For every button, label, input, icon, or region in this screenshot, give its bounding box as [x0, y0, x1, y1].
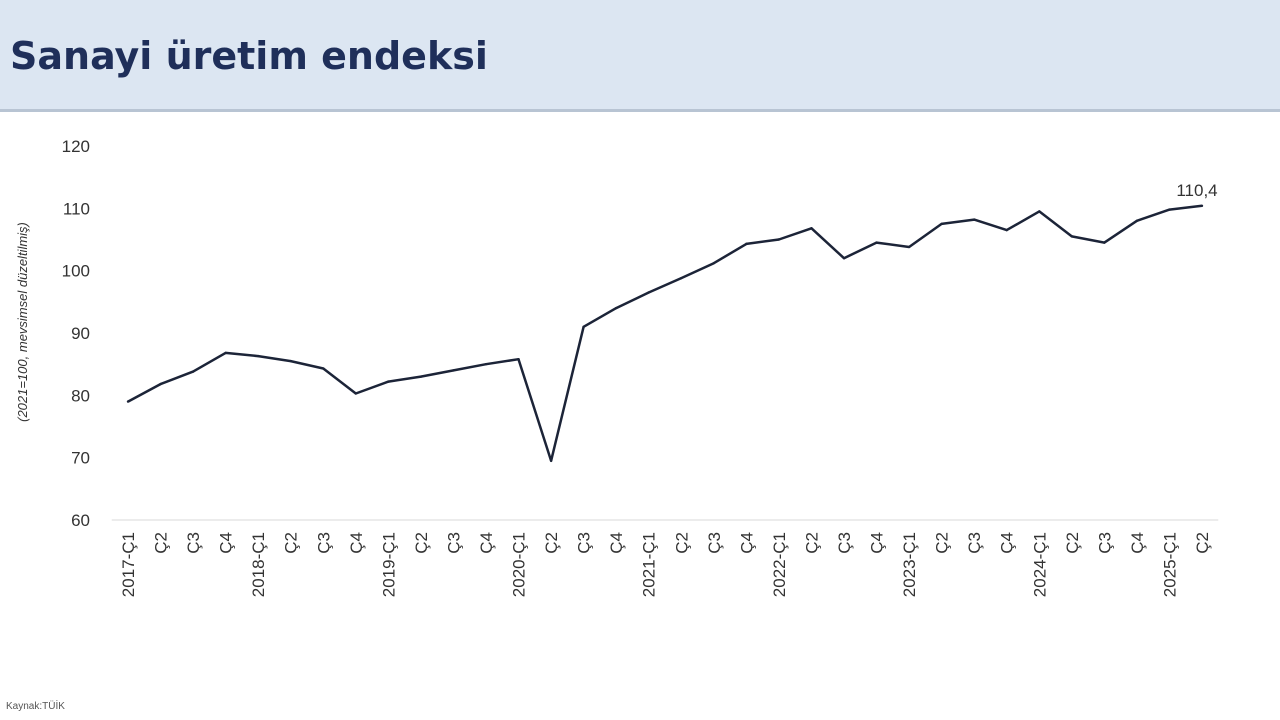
x-tick-label: Ç4 — [607, 532, 626, 554]
y-tick-label: 80 — [71, 386, 90, 405]
y-tick-label: 60 — [71, 511, 90, 530]
x-tick-label: Ç4 — [1128, 532, 1147, 554]
x-tick-label: Ç3 — [314, 532, 333, 554]
data-point — [419, 375, 423, 378]
x-tick-label: Ç2 — [802, 532, 821, 554]
x-tick-label: Ç3 — [444, 532, 463, 554]
data-point — [387, 380, 390, 383]
data-point — [777, 238, 781, 241]
x-tick-label: Ç4 — [998, 532, 1017, 554]
x-tick-label: Ç2 — [672, 532, 691, 554]
data-point — [191, 370, 195, 373]
x-tick-label: Ç2 — [933, 532, 952, 554]
x-tick-label: 2023-Ç1 — [900, 532, 919, 597]
x-tick-label: Ç2 — [152, 532, 171, 554]
x-tick-label: 2021-Ç1 — [640, 532, 659, 597]
y-tick-label: 120 — [62, 137, 90, 156]
data-point — [842, 257, 846, 260]
data-point — [875, 241, 878, 244]
x-tick-label: Ç3 — [965, 532, 984, 554]
data-point — [1005, 228, 1008, 232]
data-point — [322, 367, 325, 370]
x-tick-label: 2022-Ç1 — [770, 532, 789, 597]
x-tick-label: Ç2 — [282, 532, 301, 554]
data-point — [224, 351, 227, 355]
x-tick-label: Ç4 — [737, 532, 756, 554]
x-tick-label: Ç2 — [1063, 532, 1082, 554]
page-title: Sanayi üretim endeksi — [10, 34, 488, 78]
x-tick-label: Ç4 — [477, 532, 496, 554]
x-tick-label: Ç3 — [575, 532, 594, 554]
y-tick-labels: 60 70 80 90 100 110 120 — [62, 137, 90, 530]
data-point — [159, 382, 162, 386]
data-point — [452, 369, 455, 372]
x-tick-label: Ç3 — [184, 532, 203, 554]
y-tick-label: 110 — [63, 199, 90, 218]
x-tick-labels: 2017-Ç1 Ç2 Ç3 Ç4 2018-Ç1 Ç2 Ç3 Ç4 2019-Ç1 Ç2 Ç3 Ç4 2… — [119, 532, 1212, 597]
series-line — [127, 204, 1203, 463]
x-tick-label: Ç2 — [1193, 532, 1212, 554]
data-point — [289, 359, 292, 363]
data-point — [1135, 219, 1139, 222]
data-label: 110,4 — [1176, 181, 1217, 200]
x-tick-label: 2020-Ç1 — [510, 532, 529, 597]
data-point — [907, 245, 911, 249]
series-group — [126, 204, 1204, 463]
data-point — [745, 242, 748, 246]
x-tick-label: Ç4 — [217, 532, 236, 554]
data-point — [680, 276, 683, 280]
x-tick-label: Ç3 — [835, 532, 854, 554]
data-point — [712, 261, 716, 265]
data-point — [256, 354, 260, 358]
data-point — [1038, 210, 1041, 213]
x-tick-label: Ç3 — [705, 532, 724, 554]
y-axis-title-group: (2021=100, mevsimsel düzeltilmiş) — [15, 222, 30, 422]
x-tick-label: 2018-Ç1 — [249, 532, 268, 597]
data-point — [647, 291, 650, 294]
y-tick-label: 70 — [71, 449, 90, 468]
data-point — [1168, 208, 1171, 211]
data-point — [810, 227, 813, 230]
x-tick-label: Ç4 — [868, 532, 887, 554]
x-tick-label: 2024-Ç1 — [1030, 532, 1049, 597]
x-tick-label: Ç2 — [412, 532, 431, 554]
header-bar: Sanayi üretim endeksi — [0, 0, 1280, 112]
source-note: Kaynak:TÜİK — [6, 701, 65, 712]
x-tick-label: 2019-Ç1 — [379, 532, 398, 597]
data-point — [1070, 235, 1074, 238]
data-point — [940, 222, 943, 226]
data-point — [582, 325, 585, 328]
y-axis-title: (2021=100, mevsimsel düzeltilmiş) — [15, 222, 30, 422]
x-tick-label: 2017-Ç1 — [119, 532, 138, 597]
x-tick-label: Ç2 — [542, 532, 561, 554]
data-point — [126, 400, 130, 403]
data-point — [354, 392, 358, 395]
data-point — [549, 459, 553, 462]
data-point — [614, 306, 618, 310]
x-tick-label: Ç4 — [347, 532, 366, 554]
y-tick-label: 100 — [62, 262, 90, 281]
data-point — [972, 218, 976, 221]
data-point — [484, 362, 488, 366]
line-chart: (2021=100, mevsimsel düzeltilmiş) 60 70 80… — [15, 137, 1219, 597]
x-tick-label: 2025-Ç1 — [1160, 532, 1179, 597]
data-point — [517, 357, 520, 361]
x-tick-label: Ç3 — [1095, 532, 1114, 554]
data-point — [1200, 204, 1204, 208]
y-tick-label: 90 — [71, 324, 90, 343]
data-labels: 110,4 — [1176, 181, 1217, 200]
data-point — [1103, 241, 1106, 244]
